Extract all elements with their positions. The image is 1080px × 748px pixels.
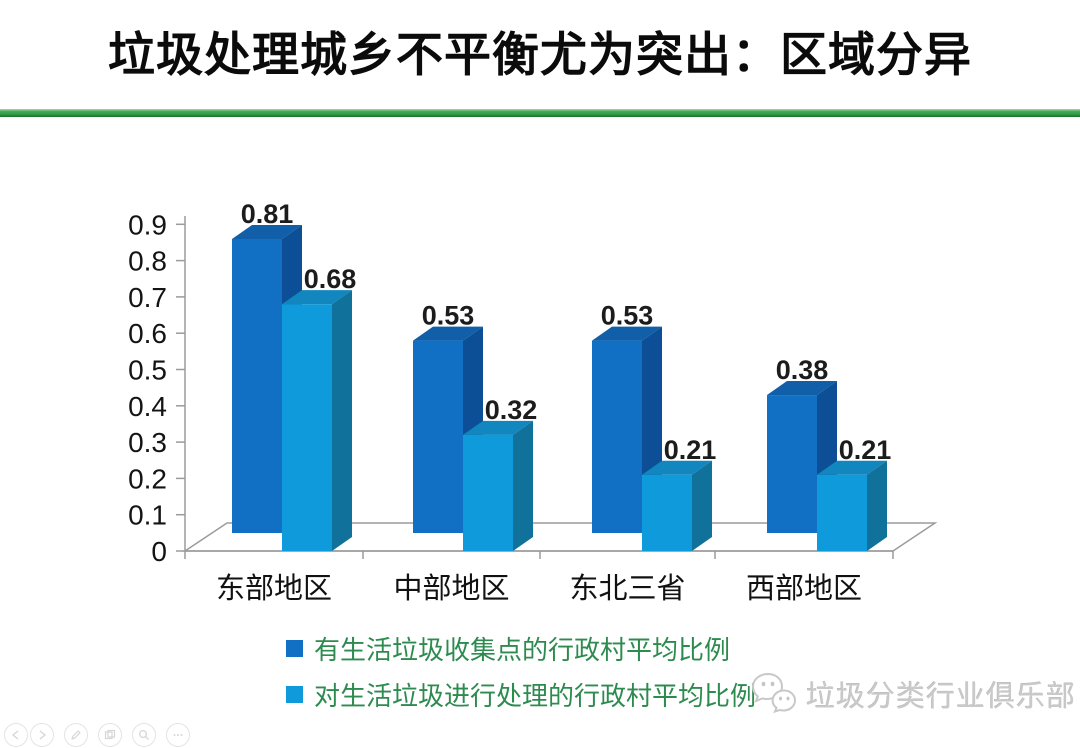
- bar-top-face: [282, 290, 352, 305]
- legend-item: 有生活垃圾收集点的行政村平均比例: [286, 630, 756, 667]
- legend-item: 对生活垃圾进行处理的行政村平均比例: [286, 676, 756, 713]
- y-tick-label: 0.9: [128, 209, 167, 240]
- slide-overview-button[interactable]: [98, 723, 122, 747]
- ellipsis-icon: [173, 734, 183, 736]
- y-tick-label: 0.5: [128, 355, 167, 386]
- bar-front-face: [232, 238, 282, 533]
- category-label: 中部地区: [393, 572, 509, 605]
- y-tick-label: 0.6: [128, 318, 167, 349]
- bar-top-face: [463, 420, 533, 435]
- data-label: 0.53: [601, 301, 654, 331]
- bar-side-face: [867, 460, 887, 551]
- bar-top-face: [767, 381, 837, 396]
- bar-front-face: [642, 474, 692, 551]
- magnifier-icon: [138, 729, 150, 741]
- bar-front-face: [282, 304, 332, 551]
- more-options-button[interactable]: [166, 723, 190, 747]
- y-tick-label: 0.4: [128, 391, 167, 422]
- data-label: 0.32: [485, 395, 538, 425]
- presenter-controls: [4, 723, 190, 747]
- category-label: 西部地区: [746, 572, 862, 605]
- y-tick-label: 0.1: [128, 500, 167, 531]
- data-label: 0.53: [422, 301, 475, 331]
- y-tick-label: 0.3: [128, 427, 167, 458]
- bar-front-face: [767, 395, 817, 533]
- bar-side-face: [692, 460, 712, 551]
- zoom-tool-button[interactable]: [132, 723, 156, 747]
- right-arrow-icon: [39, 730, 46, 740]
- wechat-icon: [751, 672, 797, 714]
- bar-side-face: [513, 420, 533, 551]
- bar-top-face: [592, 326, 662, 341]
- category-label: 东部地区: [216, 572, 332, 605]
- page-title: 垃圾处理城乡不平衡尤为突出：区域分异: [108, 27, 972, 81]
- pen-tool-button[interactable]: [64, 723, 88, 747]
- bar-front-face: [592, 340, 642, 533]
- watermark: 垃圾分类行业俱乐部: [748, 668, 1076, 720]
- chart-legend: 有生活垃圾收集点的行政村平均比例 对生活垃圾进行处理的行政村平均比例: [286, 630, 756, 713]
- bar-side-face: [332, 290, 352, 551]
- bar-top-face: [413, 326, 483, 341]
- slides-grid-icon: [104, 729, 116, 740]
- data-label: 0.21: [839, 435, 892, 465]
- bar-top-face: [232, 224, 302, 239]
- prev-slide-button[interactable]: [4, 723, 28, 747]
- bar-front-face: [463, 434, 513, 551]
- y-tick-label: 0.7: [128, 282, 167, 313]
- watermark-text: 垃圾分类行业俱乐部: [806, 681, 1077, 713]
- y-tick-label: 0.2: [128, 463, 167, 494]
- next-slide-button[interactable]: [30, 723, 54, 747]
- bar-front-face: [817, 474, 867, 551]
- legend-label-series2: 对生活垃圾进行处理的行政村平均比例: [314, 681, 757, 711]
- bar-top-face: [642, 460, 712, 475]
- title-divider: [0, 109, 1080, 117]
- legend-marker-series2: [286, 686, 303, 703]
- bar-top-face: [817, 460, 887, 475]
- data-label: 0.81: [241, 199, 294, 229]
- data-label: 0.38: [776, 355, 829, 385]
- pen-icon: [71, 730, 81, 740]
- y-tick-label: 0.8: [128, 246, 167, 277]
- data-label: 0.21: [664, 435, 717, 465]
- data-label: 0.68: [304, 264, 357, 294]
- left-arrow-icon: [12, 730, 19, 740]
- category-label: 东北三省: [569, 572, 685, 605]
- legend-label-series1: 有生活垃圾收集点的行政村平均比例: [314, 635, 731, 665]
- legend-marker-series1: [286, 640, 303, 657]
- y-tick-label: 0: [151, 536, 167, 567]
- bar-front-face: [413, 340, 463, 533]
